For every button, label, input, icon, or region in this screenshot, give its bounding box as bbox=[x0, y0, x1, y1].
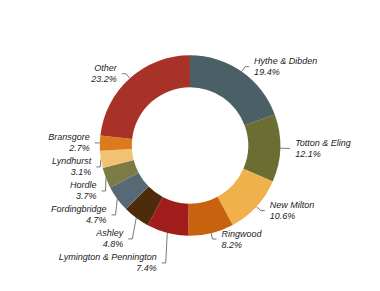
svg-text:7.4%: 7.4% bbox=[136, 263, 157, 273]
svg-text:Lyndhurst: Lyndhurst bbox=[52, 156, 92, 166]
svg-text:3.1%: 3.1% bbox=[71, 167, 92, 177]
svg-text:2.7%: 2.7% bbox=[68, 143, 90, 153]
svg-text:Fordingbridge: Fordingbridge bbox=[51, 204, 107, 214]
svg-text:8.2%: 8.2% bbox=[221, 240, 242, 250]
svg-text:19.4%: 19.4% bbox=[254, 67, 280, 77]
svg-text:10.6%: 10.6% bbox=[270, 211, 296, 221]
svg-text:Ringwood: Ringwood bbox=[221, 229, 262, 239]
svg-text:Lymington & Pennington: Lymington & Pennington bbox=[59, 252, 157, 262]
svg-text:23.2%: 23.2% bbox=[90, 74, 117, 84]
svg-text:12.1%: 12.1% bbox=[295, 149, 321, 159]
svg-text:Hythe & Dibden: Hythe & Dibden bbox=[254, 56, 317, 66]
svg-text:Bransgore: Bransgore bbox=[48, 132, 90, 142]
svg-text:Other: Other bbox=[94, 63, 118, 73]
svg-text:3.7%: 3.7% bbox=[76, 191, 97, 201]
svg-text:Ashley: Ashley bbox=[95, 228, 124, 238]
svg-text:4.7%: 4.7% bbox=[86, 215, 107, 225]
svg-text:Hordle: Hordle bbox=[70, 180, 97, 190]
svg-text:Totton & Eling: Totton & Eling bbox=[295, 138, 351, 148]
svg-text:4.8%: 4.8% bbox=[103, 239, 124, 249]
svg-text:New Milton: New Milton bbox=[270, 200, 315, 210]
